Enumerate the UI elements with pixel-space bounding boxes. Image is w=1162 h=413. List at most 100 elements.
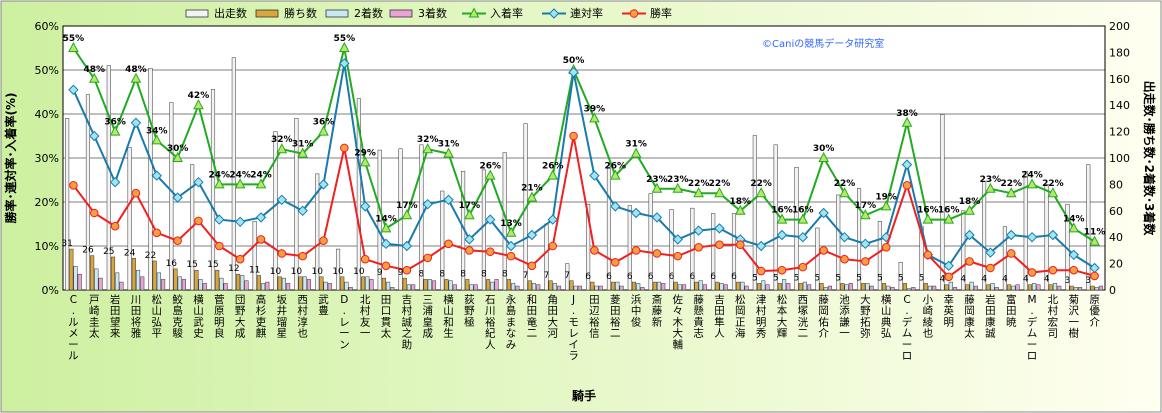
bar [140, 276, 145, 291]
data-label-wins: 5 [856, 273, 862, 283]
legend-label: 3着数 [418, 6, 447, 20]
bar [865, 283, 870, 291]
data-label-entry-rate: 22% [709, 179, 731, 189]
bar [369, 279, 374, 291]
bar [807, 284, 812, 291]
bar [327, 283, 332, 291]
point-diamond [672, 234, 683, 245]
bar [986, 284, 991, 291]
data-label-entry-rate: 30% [813, 144, 835, 154]
point-diamond [526, 229, 538, 241]
point-diamond [1047, 229, 1059, 241]
point-circle [235, 254, 245, 264]
point-diamond [985, 247, 996, 258]
point-diamond [130, 117, 142, 129]
category-label: 藤岡康太 [964, 294, 975, 340]
bar [819, 283, 824, 291]
bar [323, 281, 328, 291]
bar [402, 277, 407, 291]
bar [656, 281, 662, 291]
bar [648, 193, 653, 291]
data-label-wins: 7 [544, 271, 550, 281]
bar [844, 284, 849, 291]
data-label-wins: 15 [207, 260, 218, 270]
y-right-tick-label: 120 [1109, 126, 1130, 139]
data-label-entry-rate: 23% [980, 175, 1002, 185]
bar [1015, 284, 1020, 291]
point-circle [194, 216, 203, 226]
point-triangle [1068, 222, 1080, 233]
bar [315, 173, 320, 291]
data-label-wins: 10 [291, 267, 303, 277]
bar [69, 248, 74, 291]
bar [794, 166, 799, 291]
legend-swatch [389, 9, 413, 18]
data-label-entry-rate: 19% [875, 192, 897, 202]
bar [673, 281, 678, 291]
data-label-wins: 26 [82, 246, 94, 256]
bar [169, 102, 174, 291]
category-label: 松本大輝 [777, 293, 788, 340]
data-label-wins: 4 [940, 275, 946, 285]
bar [548, 280, 553, 291]
data-label-entry-rate: 31% [292, 140, 314, 150]
bar [77, 273, 82, 291]
bar [1057, 285, 1062, 291]
bar [223, 283, 228, 291]
bar [265, 281, 270, 291]
point-triangle [359, 156, 371, 167]
point-circle [715, 240, 724, 249]
y-left-tick-label: 30% [35, 152, 59, 165]
bar [494, 279, 499, 291]
series-line [72, 135, 1095, 279]
bar [994, 287, 999, 291]
point-triangle [526, 191, 538, 202]
data-labels-group: 55%48%36%48%34%30%42%24% 24% 24%32% 31%36%5… [61, 34, 1105, 286]
point-triangle [755, 187, 767, 198]
bar [990, 283, 995, 291]
data-label-wins: 16 [166, 259, 178, 269]
bar [277, 276, 282, 291]
data-label-wins: 6 [669, 272, 675, 282]
bar [961, 210, 966, 291]
bar [1098, 285, 1103, 291]
data-label-wins: 5 [877, 273, 883, 283]
bar [481, 169, 486, 291]
bar [344, 281, 349, 291]
category-label: 北村宏司 [1048, 294, 1059, 340]
bar [740, 281, 745, 291]
point-circle [423, 253, 433, 263]
y-axis-left-title: 勝率･連対率･入着率(%) [3, 93, 18, 224]
bar [1073, 287, 1078, 291]
point-diamond [714, 223, 725, 234]
category-label: 藤岡佑介 [818, 294, 829, 340]
point-diamond [214, 214, 225, 225]
bar [798, 283, 803, 291]
category-label: D .レーン [339, 294, 350, 351]
point-circle [590, 246, 599, 255]
category-label: 北村友一 [360, 294, 371, 340]
data-label-entry-rate: 18% [959, 197, 981, 207]
category-label: M .デムーロ [1027, 294, 1038, 362]
data-label-wins: 5 [752, 273, 758, 283]
data-label-entry-rate: 21% [521, 184, 543, 194]
bar [756, 283, 762, 291]
point-circle [69, 180, 78, 190]
bar [565, 263, 570, 291]
data-label-entry-rate: 24% [250, 170, 272, 180]
point-circle [256, 235, 266, 244]
y-left-tick-label: 10% [35, 240, 59, 253]
data-label-entry-rate: 32% [417, 135, 439, 145]
bar [202, 283, 207, 291]
bar [786, 283, 791, 291]
data-label-entry-rate: 31% [438, 140, 460, 150]
y-right-tick-label: 60 [1109, 205, 1123, 218]
point-triangle [860, 209, 871, 220]
bar [294, 118, 299, 291]
data-label-entry-rate: 48% [83, 65, 105, 75]
bar [119, 281, 124, 291]
category-label: 原優介 [1089, 294, 1100, 328]
category-label: 斎藤新 [652, 293, 663, 328]
